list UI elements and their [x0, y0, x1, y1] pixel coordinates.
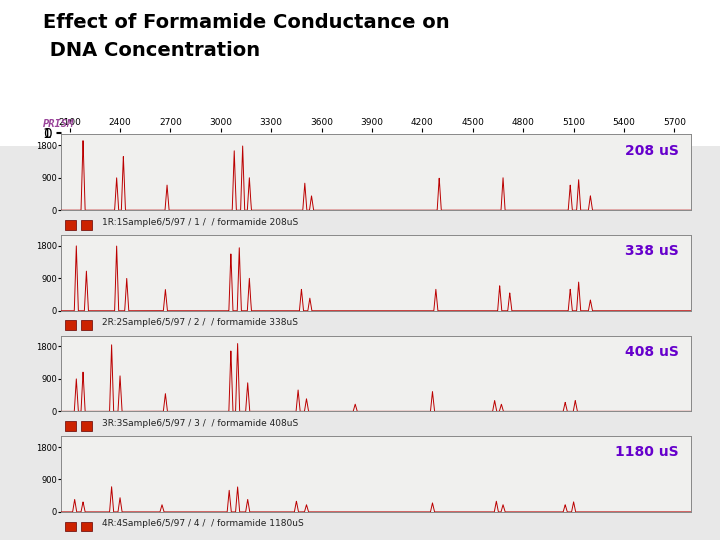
Text: 2R:2Sample6/5/97 / 2 /  / formamide 338uS: 2R:2Sample6/5/97 / 2 / / formamide 338uS — [102, 318, 298, 327]
Text: 408 uS: 408 uS — [625, 345, 678, 359]
Text: 1180 uS: 1180 uS — [615, 446, 678, 460]
Text: Effect of Formamide Conductance on: Effect of Formamide Conductance on — [43, 14, 450, 32]
Text: 208 uS: 208 uS — [625, 144, 678, 158]
Text: 3R:3Sample6/5/97 / 3 /  / formamide 408uS: 3R:3Sample6/5/97 / 3 / / formamide 408uS — [102, 419, 299, 428]
Text: PRISM: PRISM — [43, 119, 74, 129]
Text: 1R:1Sample6/5/97 / 1 /  / formamide 208uS: 1R:1Sample6/5/97 / 1 / / formamide 208uS — [102, 218, 299, 227]
Text: 338 uS: 338 uS — [625, 244, 678, 258]
Text: 4R:4Sample6/5/97 / 4 /  / formamide 1180uS: 4R:4Sample6/5/97 / 4 / / formamide 1180u… — [102, 519, 304, 529]
Text: DNA Concentration: DNA Concentration — [43, 40, 261, 59]
